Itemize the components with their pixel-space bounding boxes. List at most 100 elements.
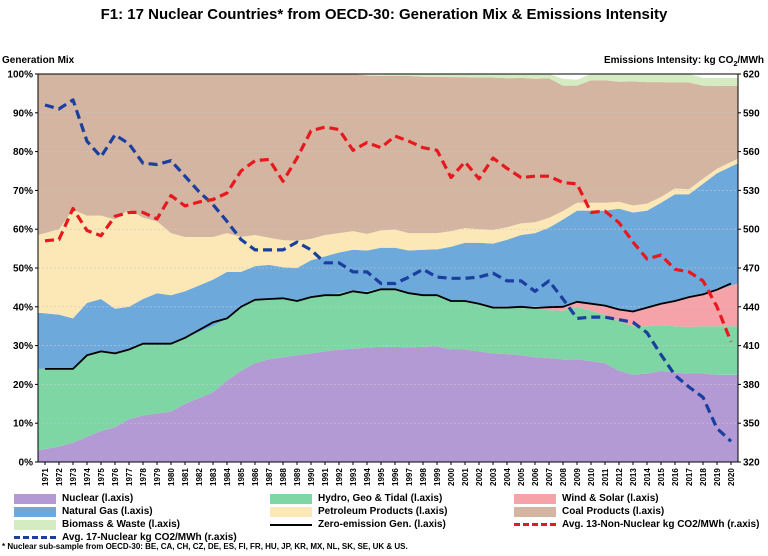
legend-label-non-nuclear: Avg. 13-Non-Nuclear kg CO2/MWh (r.axis) [562,519,760,530]
right-tick-label: 440 [743,302,760,313]
legend-label-coal: Coal Products (l.axis) [562,506,665,517]
x-tick-label: 2018 [699,468,708,486]
legend-label-hydro: Hydro, Geo & Tidal (l.axis) [318,493,443,504]
legend-item-zero-emission: Zero-emission Gen. (l.axis) [270,518,446,531]
legend-label-nuclear: Nuclear (l.axis) [62,493,134,504]
x-tick-label: 1975 [97,468,106,486]
area-natural-gas-l-axis [38,163,738,369]
x-tick-label: 1978 [139,468,148,486]
x-tick-label: 2016 [671,468,680,486]
x-tick-label: 2009 [573,468,582,486]
x-tick-label: 2017 [685,468,694,486]
x-tick-label: 2014 [643,468,652,486]
x-tick-label: 1999 [433,468,442,486]
right-tick-label: 530 [743,186,760,197]
x-tick-label: 2013 [629,468,638,486]
line-avg-17-nuclear-kg-co2-mwh-r-axis [44,98,733,443]
footnote: * Nuclear sub-sample from OECD-30: BE, C… [2,542,408,551]
x-tick-label: 1992 [335,468,344,486]
legend-swatch-hydro [270,493,312,504]
left-tick-label: 30% [13,341,33,352]
right-tick-label: 410 [743,341,760,352]
left-tick-label: 10% [13,419,33,430]
x-tick-label: 1980 [167,468,176,486]
x-tick-label: 2002 [475,468,484,486]
legend-swatch-nuclear-avg [14,536,56,539]
right-tick-label: 470 [743,264,760,275]
x-tick-label: 2008 [559,468,568,486]
line-avg-13-non-nuclear-kg-co2-mwh-r-axis [44,125,733,343]
right-tick-label: 320 [743,458,760,469]
x-tick-label: 1988 [279,468,288,486]
left-tick-label: 0% [19,458,34,469]
x-tick-label: 1991 [321,468,330,486]
x-tick-label: 1974 [83,468,92,486]
chart-title: F1: 17 Nuclear Countries* from OECD-30: … [100,6,668,23]
x-tick-label: 1972 [55,468,64,486]
legend-item-nuclear: Nuclear (l.axis) [14,492,133,505]
area-biomass-waste-l-axis [38,74,738,86]
right-tick-label: 620 [743,70,760,81]
x-tick-label: 1981 [181,468,190,486]
legend-swatch-natural-gas [14,506,56,517]
area-nuclear-l-axis [38,346,738,462]
x-tick-label: 1996 [391,468,400,486]
x-tick-label: 1994 [363,468,372,486]
left-tick-label: 80% [13,147,33,158]
x-tick-label: 2012 [615,468,624,486]
x-tick-label: 2007 [545,468,554,486]
axes-layer: 0% 10% 20% 30% 40% 50% 60% 70% 80% 90% 100% 320 350 3… [7,70,760,487]
right-tick-label: 560 [743,147,760,158]
x-tick-label: 2010 [587,468,596,486]
legend-swatch-nuclear [14,493,56,504]
legend-label-zero-emission: Zero-emission Gen. (l.axis) [318,519,446,530]
area-layer [38,74,738,462]
x-tick-label: 2005 [517,468,526,486]
x-tick-label: 2015 [657,468,666,486]
x-tick-label: 2004 [503,468,512,486]
legend-swatch-zero-emission [270,523,312,526]
right-tick-label: 350 [743,419,760,430]
legend: Nuclear (l.axis) Hydro, Geo & Tidal (l.a… [0,488,768,543]
legend-swatch-non-nuclear [514,523,556,526]
x-tick-label: 1976 [111,468,120,486]
legend-swatch-wind-solar [514,493,556,504]
legend-swatch-coal [514,506,556,517]
legend-item-wind-solar: Wind & Solar (l.axis) [514,492,659,505]
legend-item-nuclear-avg: Avg. 17-Nuclear kg CO2/MWh (r.axis) [14,531,237,544]
left-tick-label: 60% [13,225,33,236]
legend-label-nuclear-avg: Avg. 17-Nuclear kg CO2/MWh (r.axis) [62,532,237,543]
x-tick-label: 2019 [713,468,722,486]
right-tick-label: 590 [743,108,760,119]
left-tick-label: 100% [7,70,33,81]
x-tick-label: 1998 [419,468,428,486]
legend-item-hydro: Hydro, Geo & Tidal (l.axis) [270,492,442,505]
x-tick-label: 1997 [405,468,414,486]
area-hydro-geo-tidal-l-axis [38,288,738,451]
x-tick-label: 1990 [307,468,316,486]
line-zero-emission-gen-l-axis [45,282,732,370]
legend-label-natural-gas: Natural Gas (l.axis) [62,506,153,517]
legend-swatch-biomass [14,519,56,530]
x-tick-label: 1983 [209,468,218,486]
x-tick-label: 1995 [377,468,386,486]
x-tick-label: 1973 [69,468,78,486]
area-petroleum-products-l-axis [38,158,738,319]
line-layer [44,98,733,443]
legend-label-biomass: Biomass & Waste (l.axis) [62,519,181,530]
left-tick-label: 50% [13,264,33,275]
right-axis-title-suffix: /MWh [737,55,764,66]
right-axis-title-sub: 2 [733,61,738,68]
left-tick-label: 20% [13,380,33,391]
legend-item-petroleum: Petroleum Products (l.axis) [270,505,447,518]
right-axis-title-prefix: Emissions Intensity: kg CO [603,55,734,66]
right-tick-label: 500 [743,225,760,236]
left-axis-title: Generation Mix [2,55,75,66]
left-tick-label: 90% [13,108,33,119]
x-tick-label: 2020 [727,468,736,486]
x-tick-label: 2001 [461,468,470,486]
x-tick-label: 2000 [447,468,456,486]
left-tick-label: 70% [13,186,33,197]
x-tick-label: 1986 [251,468,260,486]
x-tick-label: 1971 [41,468,50,486]
